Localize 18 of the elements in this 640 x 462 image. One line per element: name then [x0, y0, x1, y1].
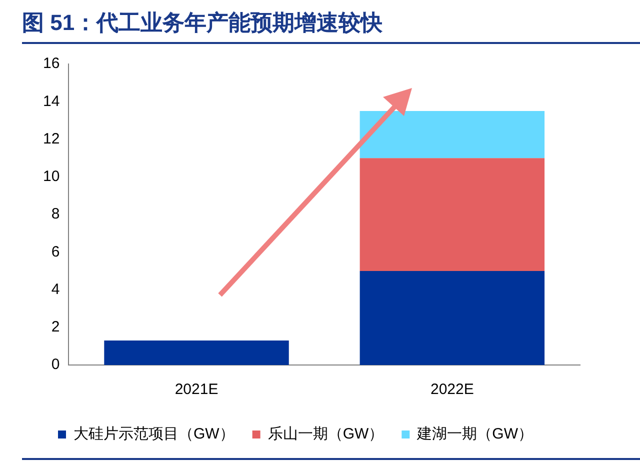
legend-label: 乐山一期（GW）	[268, 426, 384, 443]
y-tick-label: 12	[42, 130, 60, 148]
bar	[360, 111, 545, 158]
y-tick-label: 16	[42, 55, 60, 72]
legend-label: 建湖一期（GW）	[416, 426, 533, 443]
bar	[360, 270, 545, 365]
bar	[104, 340, 289, 365]
y-tick-label: 14	[42, 92, 60, 110]
y-tick-label: 0	[51, 356, 60, 374]
y-tick-label: 6	[51, 243, 60, 260]
legend-label: 大硅片示范项目（GW）	[74, 426, 234, 443]
y-tick-label: 4	[51, 280, 60, 298]
y-tick-label: 8	[51, 206, 60, 223]
chart-title: 图 51：代工业务年产能预期增速较快	[22, 9, 383, 37]
x-tick-label: 2022E	[430, 381, 474, 398]
y-tick-label: 10	[42, 168, 60, 186]
x-tick-label: 2021E	[174, 381, 218, 398]
y-tick-label: 2	[51, 318, 60, 336]
